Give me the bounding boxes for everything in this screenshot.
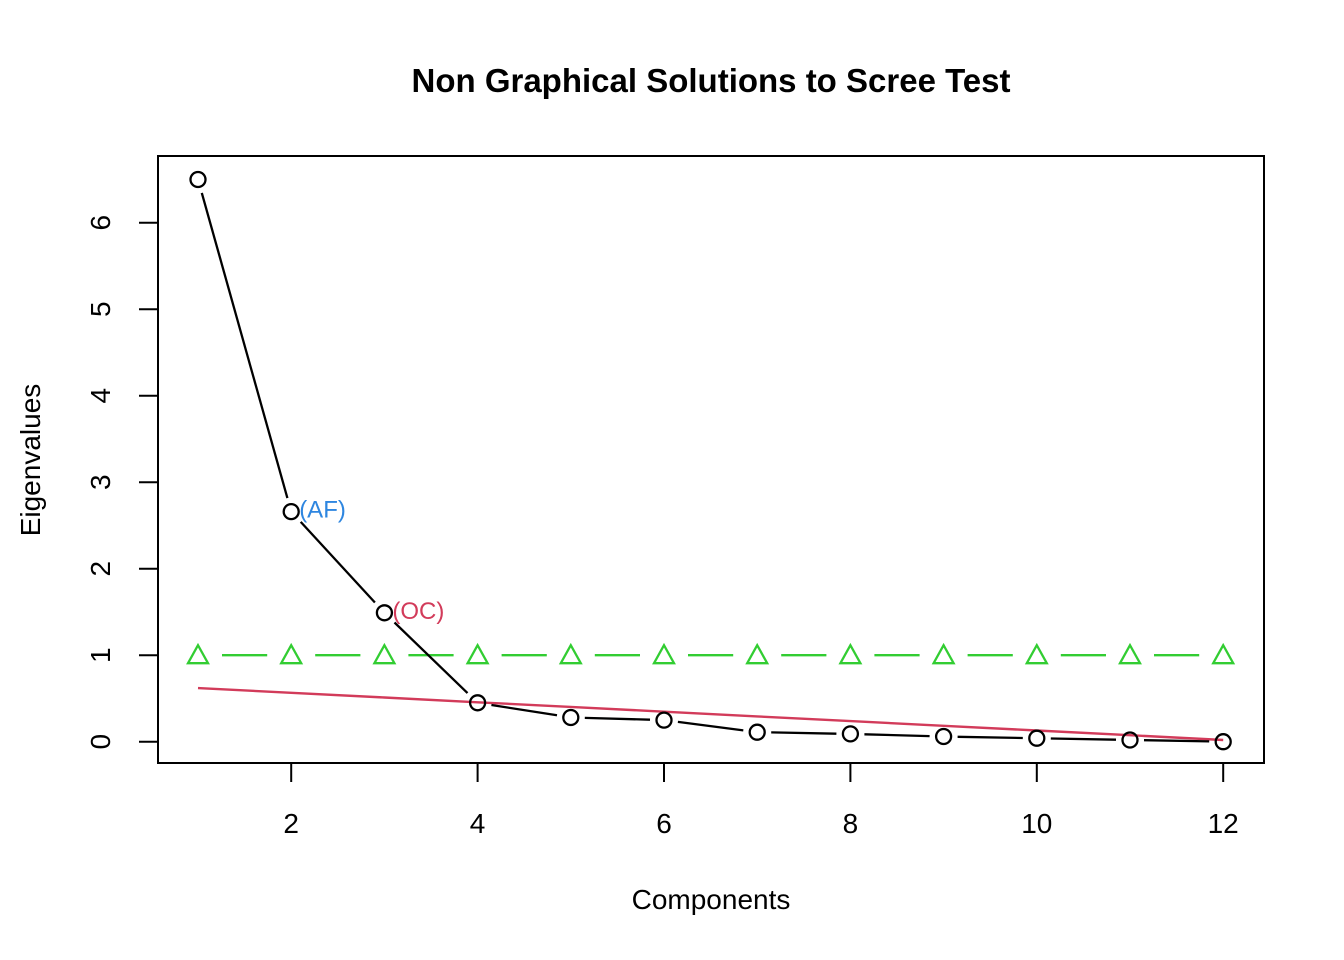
y-tick-label: 1 [85, 647, 116, 663]
triangle-marker [1024, 642, 1049, 665]
straight-reference-line-line [197, 686, 1224, 742]
triangle-marker [931, 642, 956, 665]
x-tick-label: 12 [1208, 808, 1239, 839]
data-series-layer [186, 170, 1236, 751]
circle-marker [841, 725, 860, 743]
circle-marker [1028, 729, 1046, 747]
triangle-marker [558, 642, 583, 665]
eigenvalues-scree-segment [1143, 739, 1210, 743]
circle-marker [562, 708, 580, 727]
circle-marker [748, 723, 766, 741]
eigenvalues-scree-segment [491, 703, 558, 717]
annotation-oc: (OC) [392, 598, 444, 625]
triangle-marker [652, 642, 676, 665]
eigenvalues-scree-segment [584, 716, 651, 721]
x-tick-label: 4 [470, 808, 486, 839]
circle-marker [189, 170, 207, 189]
y-tick-label: 6 [85, 215, 116, 231]
eigenvalues-scree-segment [864, 733, 930, 738]
plot-box [157, 155, 1265, 764]
y-axis: 0 1 2 3 4 5 6 [85, 215, 158, 750]
eigenvalues-scree-segment [393, 621, 469, 694]
series-eigenvalues-scree [189, 170, 1232, 751]
chart-title: Non Graphical Solutions to Scree Test [412, 62, 1011, 99]
y-axis-title: Eigenvalues [15, 384, 46, 537]
circle-marker [655, 711, 673, 729]
x-tick-label: 10 [1021, 808, 1052, 839]
x-tick-label: 6 [656, 808, 672, 839]
eigenvalues-scree-segment [299, 521, 376, 604]
eigenvalues-scree-segment [957, 735, 1023, 740]
annotation-af: (AF) [299, 497, 346, 524]
eigenvalues-scree-segment [771, 731, 837, 735]
circle-marker [375, 604, 394, 622]
circle-marker [934, 727, 953, 746]
triangle-marker [186, 642, 210, 665]
series-kaiser-triangle-line [186, 642, 1236, 665]
circle-marker [282, 502, 300, 521]
triangle-marker [838, 642, 863, 665]
y-tick-label: 2 [85, 561, 116, 577]
triangle-marker [372, 642, 397, 665]
annotation-layer: (AF) (OC) [299, 497, 444, 625]
triangle-marker [465, 642, 490, 665]
x-axis: 2 4 6 8 10 12 [283, 763, 1239, 839]
eigenvalues-scree-segment [677, 720, 744, 732]
y-tick-label: 3 [85, 474, 116, 490]
triangle-marker [1118, 642, 1142, 665]
x-tick-label: 8 [843, 808, 859, 839]
x-axis-title: Components [632, 884, 791, 915]
triangle-marker [1211, 642, 1236, 665]
x-tick-label: 2 [283, 808, 299, 839]
y-tick-label: 0 [85, 734, 116, 750]
circle-marker [1121, 731, 1139, 749]
y-tick-label: 4 [85, 388, 116, 404]
eigenvalues-scree-segment [1050, 737, 1117, 741]
circle-marker [468, 694, 487, 712]
circle-marker [1214, 733, 1232, 751]
triangle-marker [279, 642, 304, 665]
y-tick-label: 5 [85, 301, 116, 317]
triangle-marker [745, 642, 770, 665]
series-straight-reference-line [197, 686, 1224, 742]
eigenvalues-scree-segment [200, 192, 289, 499]
